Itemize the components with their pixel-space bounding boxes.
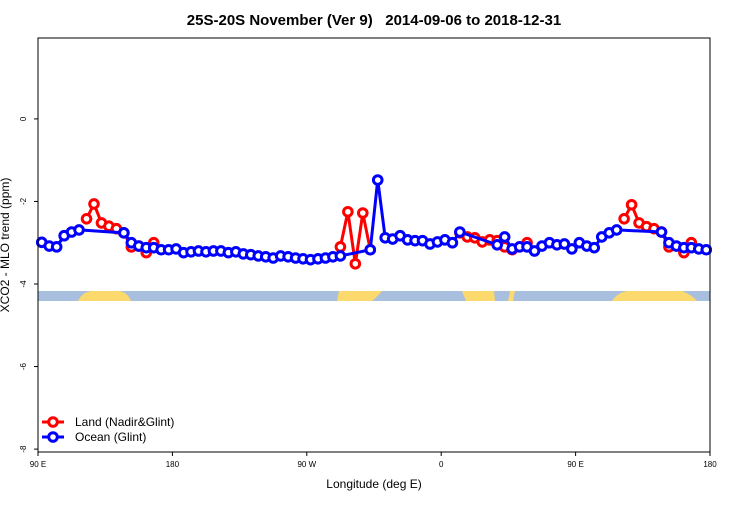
data-point [528,245,541,257]
data-point [50,241,63,253]
data-point [618,212,630,225]
data-point [655,226,668,238]
data-point [498,231,511,243]
land-mask [38,291,710,301]
legend-marker [47,431,59,443]
y-tick-label: -4 [19,280,28,288]
data-point [625,198,638,211]
data-point [371,174,384,186]
land-patch [508,291,515,301]
data-point [73,224,85,236]
chart-title: 25S-20S November (Ver 9) 2014-09-06 to 2… [187,12,561,29]
data-point [80,212,93,225]
land-patch [462,291,495,301]
x-tick-label: 180 [703,460,717,469]
data-point [610,224,623,236]
legend-marker [47,416,59,428]
land-patch [337,291,382,301]
y-axis-label: XCO2 - MLO trend (ppm) [0,178,12,313]
plot-frame [37,37,711,453]
data-point [88,198,100,210]
data-point [446,236,459,249]
data-point [588,241,601,254]
data-point [364,243,377,256]
x-axis-label: Longitude (deg E) [326,477,421,491]
x-tick-label: 0 [439,460,444,469]
data-point [566,243,578,255]
y-tick-label: -8 [19,445,28,453]
data-point [118,227,130,239]
data-point [342,205,354,218]
data-point [454,226,466,238]
data-point [491,238,504,251]
legend-label: Land (Nadir&Glint) [75,415,174,429]
plot-area [35,174,713,270]
legend: Land (Nadir&Glint)Ocean (Glint) [42,415,174,444]
data-point [558,238,571,250]
land-patch [78,291,131,301]
x-tick-label: 90 E [567,460,583,469]
data-point [334,241,347,253]
data-point [349,257,362,270]
y-tick-label: -2 [19,197,28,205]
data-point [357,207,369,219]
data-point [334,250,347,262]
legend-label: Ocean (Glint) [75,430,146,444]
land-patch [612,291,697,301]
x-tick-label: 180 [166,460,180,469]
x-tick-label: 90 W [297,460,316,469]
data-point [700,243,713,256]
y-tick-label: -6 [19,362,28,370]
y-tick-label: 0 [19,116,28,121]
x-tick-label: 90 E [30,460,46,469]
